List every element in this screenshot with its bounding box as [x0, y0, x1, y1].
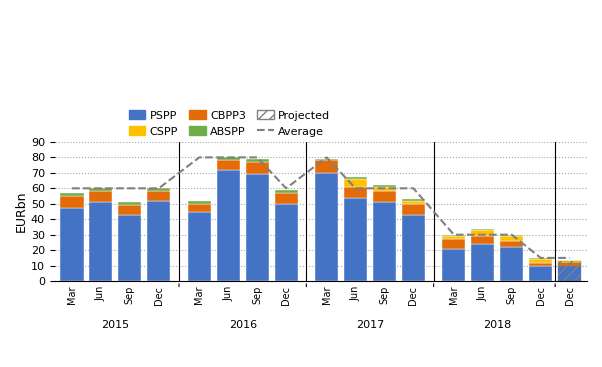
Bar	[558, 261, 581, 262]
Bar	[188, 211, 211, 281]
Bar	[402, 204, 425, 215]
Bar	[402, 199, 425, 201]
Bar	[558, 266, 581, 281]
Bar	[60, 193, 84, 196]
Bar	[217, 170, 240, 281]
Bar	[344, 178, 367, 179]
Bar	[529, 262, 552, 266]
Bar	[246, 159, 268, 162]
Bar	[442, 236, 465, 239]
Bar	[373, 185, 396, 187]
Text: 2016: 2016	[229, 320, 257, 330]
Bar	[442, 239, 465, 248]
Text: 2015: 2015	[101, 320, 129, 330]
Bar	[89, 188, 113, 192]
Bar	[529, 266, 552, 281]
Bar	[89, 202, 113, 281]
Bar	[500, 241, 523, 247]
Bar	[471, 244, 494, 281]
Bar	[373, 192, 396, 202]
Bar	[89, 192, 113, 202]
Bar	[188, 201, 211, 204]
Legend: PSPP, CSPP, CBPP3, ABSPP, Projected, Average: PSPP, CSPP, CBPP3, ABSPP, Projected, Ave…	[124, 106, 335, 141]
Bar	[118, 215, 141, 281]
Bar	[373, 202, 396, 281]
Bar	[500, 236, 523, 241]
Bar	[246, 162, 268, 174]
Bar	[118, 205, 141, 215]
Bar	[147, 192, 170, 201]
Y-axis label: EURbn: EURbn	[15, 191, 28, 232]
Bar	[275, 193, 297, 204]
Bar	[147, 188, 170, 192]
Bar	[246, 174, 268, 281]
Bar	[188, 204, 211, 211]
Bar	[118, 202, 141, 205]
Bar	[315, 159, 338, 160]
Bar	[217, 160, 240, 170]
Bar	[442, 248, 465, 281]
Bar	[344, 197, 367, 281]
Bar	[373, 187, 396, 192]
Bar	[558, 262, 581, 266]
Text: 2017: 2017	[356, 320, 384, 330]
Bar	[471, 229, 494, 230]
Bar	[147, 201, 170, 281]
Bar	[402, 201, 425, 204]
Bar	[315, 160, 338, 173]
Bar	[471, 236, 494, 244]
Bar	[217, 157, 240, 160]
Bar	[529, 258, 552, 259]
Bar	[500, 247, 523, 281]
Bar	[60, 208, 84, 281]
Bar	[344, 187, 367, 197]
Bar	[275, 204, 297, 281]
Bar	[275, 190, 297, 193]
Bar	[529, 259, 552, 262]
Bar	[500, 235, 523, 236]
Bar	[442, 235, 465, 236]
Text: 2018: 2018	[483, 320, 512, 330]
Bar	[344, 179, 367, 187]
Bar	[60, 196, 84, 208]
Bar	[402, 215, 425, 281]
Bar	[471, 230, 494, 236]
Bar	[315, 173, 338, 281]
